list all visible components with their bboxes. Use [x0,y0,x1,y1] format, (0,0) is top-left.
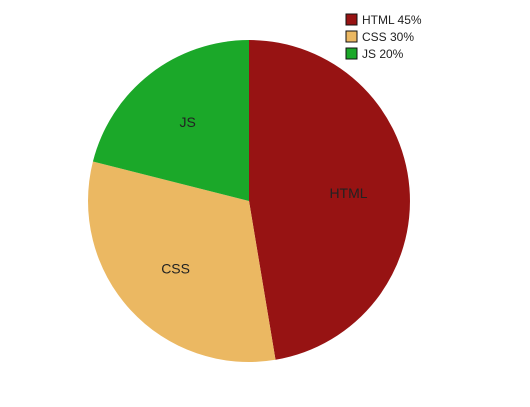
slice-label-css: CSS [161,261,190,277]
legend-item-css: CSS 30% [345,30,414,44]
legend-item-js: JS 20% [345,47,404,61]
legend-swatch-html [345,13,358,26]
pie-slice-js [92,40,250,201]
legend-swatch-js [345,47,358,60]
slice-labels-layer: HTML CSS JS [161,114,368,276]
legend-item-html: HTML 45% [345,13,422,27]
pie-slice-html [249,40,410,360]
legend-swatch-css [345,30,358,43]
slice-label-html: HTML [329,185,367,201]
legend-label-css: CSS 30% [362,30,414,44]
legend-label-js: JS 20% [362,47,404,61]
pie-slice-css [88,161,276,362]
legend-label-html: HTML 45% [362,13,422,27]
slices-layer [88,40,410,362]
slice-label-js: JS [180,114,196,130]
legend: HTML 45% CSS 30% JS 20% [345,13,422,61]
